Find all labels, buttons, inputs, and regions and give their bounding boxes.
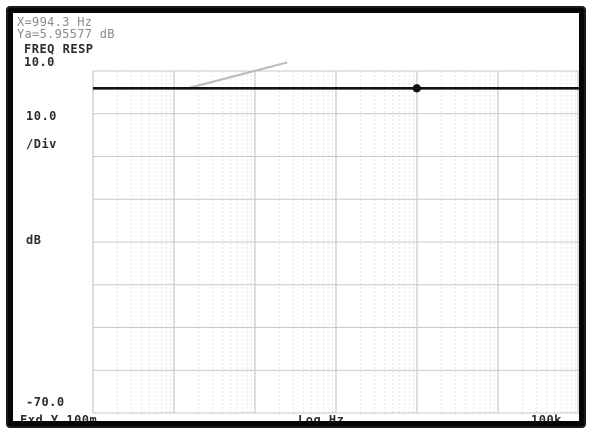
x-axis-left-label: Fxd Y 100m bbox=[20, 413, 98, 426]
y-axis-unit-label: dB bbox=[26, 233, 42, 247]
bottom-reference-label: -70.0 bbox=[26, 395, 65, 409]
top-reference-label: 10.0 bbox=[24, 55, 55, 69]
x-axis-center-label: Log Hz bbox=[298, 413, 345, 426]
trace-layer bbox=[93, 84, 579, 93]
mode-label: FREQ RESP bbox=[24, 42, 94, 56]
cursor-x-readout: X=994.3 Hz bbox=[17, 15, 93, 29]
cursor-y-readout: Ya=5.95577 dB bbox=[17, 27, 115, 41]
ghost-trace-layer bbox=[188, 61, 288, 90]
scale-value-label: 10.0 bbox=[26, 109, 57, 123]
scale-unit-label: /Div bbox=[26, 137, 57, 151]
ghost-trace bbox=[188, 61, 288, 90]
frequency-response-plot bbox=[92, 61, 579, 414]
cursor-marker bbox=[412, 84, 421, 93]
x-axis-right-label: 100k bbox=[531, 413, 562, 426]
analyzer-screen: X=994.3 Hz Ya=5.95577 dB FREQ RESP 10.0 … bbox=[8, 8, 584, 426]
plot-grid bbox=[92, 70, 579, 414]
